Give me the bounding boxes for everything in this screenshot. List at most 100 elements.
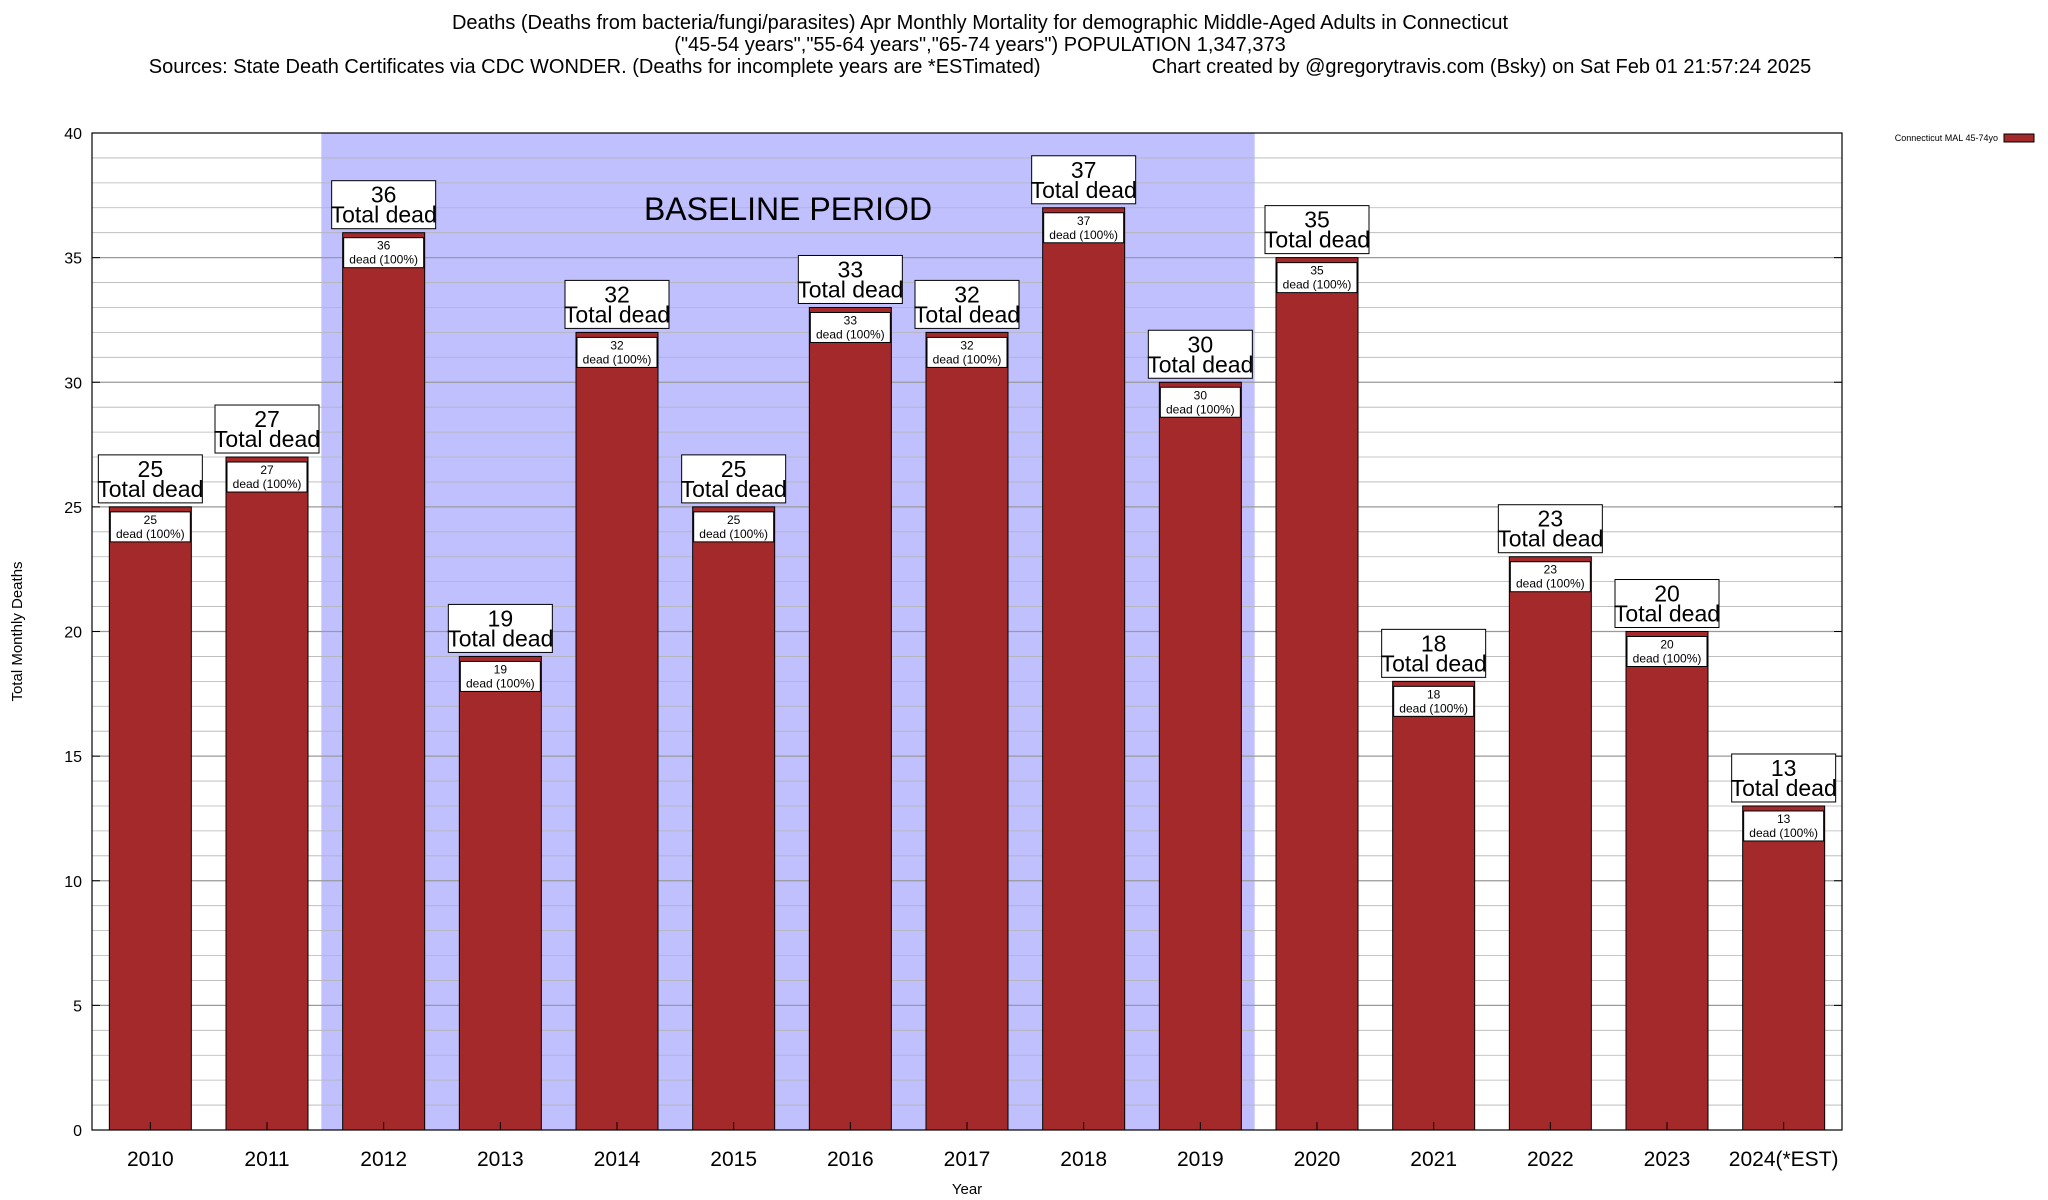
inner-label-text: dead (100%) [349, 253, 418, 267]
outer-label-box [1147, 329, 1253, 379]
outer-label-box [914, 279, 1020, 329]
baseline-label: BASELINE PERIOD [644, 191, 932, 227]
bar [1042, 207, 1126, 1131]
x-tick-label: 2020 [1294, 1148, 1341, 1171]
bar-total-label: Total dead [1731, 775, 1837, 801]
bar-value-label: 23 [1538, 506, 1564, 532]
inner-label-value: 32 [960, 338, 974, 352]
inner-label-box [576, 336, 658, 368]
bar-total-label: Total dead [914, 301, 1020, 327]
y-tick-label: 20 [64, 625, 82, 642]
inner-label-text: dead (100%) [583, 352, 652, 366]
x-tick-label: 2021 [1410, 1148, 1457, 1171]
inner-label-value: 23 [1544, 563, 1558, 577]
bar-total-label: Total dead [1147, 351, 1253, 377]
x-tick-label: 2024(*EST) [1729, 1148, 1839, 1171]
inner-label-text: dead (100%) [233, 477, 302, 491]
bar [1392, 680, 1476, 1131]
y-tick-label: 5 [73, 998, 82, 1015]
bar-value-label: 18 [1421, 630, 1447, 656]
bar-value-label: 25 [138, 456, 164, 482]
title-sources: Sources: State Death Certificates via CD… [148, 56, 1041, 78]
bar-value-label: 36 [371, 182, 397, 208]
inner-label-text: dead (100%) [466, 676, 535, 690]
bar [1275, 257, 1359, 1131]
x-tick-label: 2014 [594, 1148, 641, 1171]
title-credit: Chart created by @gregorytravis.com (Bsk… [1151, 56, 1812, 78]
bar-value-label: 32 [954, 281, 980, 307]
bar [108, 506, 192, 1131]
bar-value-label: 37 [1071, 157, 1097, 183]
outer-label-box [681, 454, 787, 504]
outer-label-box [1731, 753, 1837, 803]
outer-label-box [331, 180, 437, 230]
legend-swatch [2003, 133, 2035, 143]
inner-label-box [1043, 212, 1125, 244]
inner-label-value: 19 [494, 662, 508, 676]
outer-label-box [1264, 205, 1370, 255]
x-tick-label: 2011 [244, 1148, 289, 1171]
inner-label-box [1276, 262, 1358, 294]
bar-total-label: Total dead [97, 476, 203, 502]
x-axis-label: Year [952, 1181, 982, 1198]
inner-label-text: dead (100%) [1516, 577, 1585, 591]
inner-label-value: 32 [610, 338, 624, 352]
bar [692, 506, 776, 1131]
bar-total-label: Total dead [331, 202, 437, 228]
inner-label-value: 13 [1777, 812, 1791, 826]
bar-value-label: 27 [254, 406, 280, 432]
chart-title: Deaths (Deaths from bacteria/fungi/paras… [0, 12, 1960, 78]
inner-label-value: 30 [1194, 388, 1208, 402]
bar [575, 331, 659, 1131]
bar-total-label: Total dead [564, 301, 670, 327]
bar-value-label: 20 [1654, 581, 1680, 607]
x-tick-label: 2017 [944, 1148, 991, 1171]
inner-label-value: 18 [1427, 687, 1441, 701]
bar-value-label: 25 [721, 456, 747, 482]
inner-label-value: 25 [727, 513, 741, 527]
y-tick-label: 0 [73, 1123, 82, 1140]
bar [925, 331, 1009, 1131]
inner-label-value: 36 [377, 239, 391, 253]
bar-total-label: Total dead [1031, 177, 1137, 203]
bar-value-label: 32 [604, 281, 630, 307]
inner-label-text: dead (100%) [1633, 652, 1702, 666]
bar-total-label: Total dead [797, 276, 903, 302]
inner-label-box [926, 336, 1008, 368]
bar-total-label: Total dead [1381, 650, 1487, 676]
inner-label-box [343, 237, 425, 269]
outer-label-box [564, 279, 670, 329]
y-tick-label: 15 [64, 749, 82, 766]
outer-label-box [447, 603, 553, 653]
x-tick-label: 2023 [1644, 1148, 1691, 1171]
outer-label-box [797, 254, 903, 304]
inner-label-value: 37 [1077, 214, 1091, 228]
inner-label-text: dead (100%) [933, 352, 1002, 366]
bar-total-label: Total dead [681, 476, 787, 502]
inner-label-box [1626, 636, 1708, 667]
y-tick-label: 40 [64, 126, 82, 143]
inner-label-box [1743, 810, 1825, 842]
bar-total-label: Total dead [1497, 526, 1603, 552]
y-tick-label: 30 [64, 375, 82, 392]
outer-label-box [214, 404, 320, 454]
inner-label-box [1159, 386, 1241, 418]
inner-label-value: 20 [1660, 638, 1674, 652]
legend-label: Connecticut MAL 45-74yo [1895, 133, 1998, 143]
bar-value-label: 35 [1304, 207, 1330, 233]
inner-label-box [109, 511, 191, 543]
inner-label-box [226, 461, 308, 493]
x-tick-label: 2016 [827, 1148, 874, 1171]
x-tick-label: 2012 [360, 1148, 407, 1171]
bar [1742, 805, 1826, 1131]
inner-label-value: 27 [260, 463, 274, 477]
x-tick-label: 2013 [477, 1148, 524, 1171]
bar-value-label: 19 [488, 605, 514, 631]
bar-total-label: Total dead [1264, 227, 1370, 253]
bar [1625, 631, 1709, 1131]
x-tick-label: 2010 [127, 1148, 174, 1171]
inner-label-box [1393, 685, 1475, 717]
outer-label-box [1497, 504, 1603, 554]
title-line-1: Deaths (Deaths from bacteria/fungi/paras… [451, 12, 1509, 34]
inner-label-value: 33 [844, 313, 858, 327]
